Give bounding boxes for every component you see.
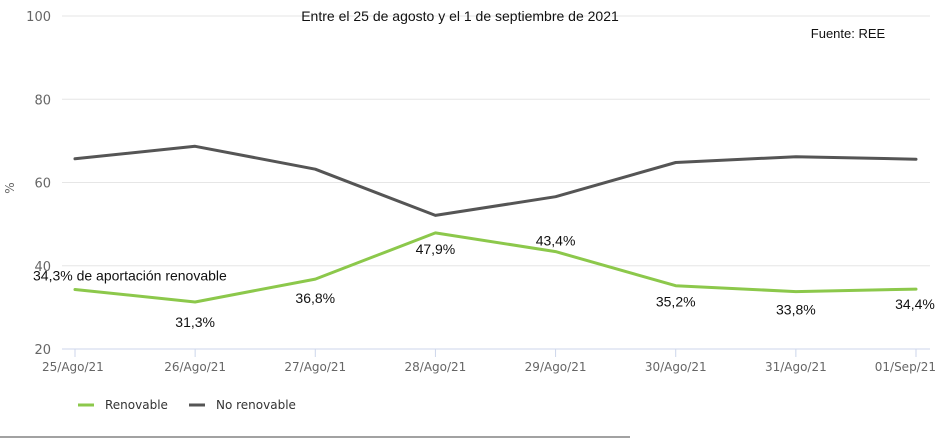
data-label-renovable-0: 34,3% de aportación renovable: [33, 267, 227, 283]
y-tick-20: 20: [34, 343, 51, 358]
x-tick-label-0: 25/Ago/21: [42, 360, 104, 374]
data-label-renovable-6: 33,8%: [776, 302, 816, 318]
x-axis: [62, 348, 930, 357]
y-tick-labels: 20 40 60 80 100: [26, 10, 51, 358]
y-tick-100: 100: [26, 10, 51, 25]
series-line-no-renovable: [73, 144, 918, 217]
y-tick-80: 80: [34, 93, 51, 108]
data-label-renovable-5: 35,2%: [656, 294, 696, 310]
x-tick-label-2: 27/Ago/21: [284, 360, 346, 374]
legend-label-no-renovable: No renovable: [216, 398, 296, 412]
x-tick-label-3: 28/Ago/21: [405, 360, 467, 374]
x-tick-labels: 25/Ago/21 26/Ago/21 27/Ago/21 28/Ago/21 29/A…: [42, 360, 936, 374]
data-label-renovable-3: 47,9%: [416, 241, 456, 257]
chart-title: Entre el 25 de agosto y el 1 de septiemb…: [301, 8, 619, 24]
data-label-renovable-1: 31,3%: [175, 314, 215, 330]
y-axis-label: %: [3, 182, 17, 193]
x-tick-label-7: 01/Sep/21: [875, 360, 936, 374]
data-labels: 34,3% de aportación renovable 31,3% 36,8% 4…: [33, 233, 935, 330]
y-tick-40: 40: [34, 260, 51, 275]
source-note: Fuente: REE: [811, 26, 886, 41]
legend: Renovable No renovable: [78, 398, 296, 412]
data-label-renovable-4: 43,4%: [536, 233, 576, 249]
series-lines: [73, 144, 918, 304]
data-label-renovable-7: 34,4%: [895, 296, 935, 312]
x-tick-label-6: 31/Ago/21: [765, 360, 827, 374]
x-tick-label-1: 26/Ago/21: [164, 360, 226, 374]
legend-label-renovable: Renovable: [105, 398, 168, 412]
data-label-renovable-2: 36,8%: [295, 290, 335, 306]
x-tick-label-4: 29/Ago/21: [525, 360, 587, 374]
y-tick-60: 60: [34, 177, 51, 192]
series-line-renovable: [73, 231, 918, 304]
grid-lines: [62, 15, 930, 267]
x-tick-label-5: 30/Ago/21: [645, 360, 707, 374]
